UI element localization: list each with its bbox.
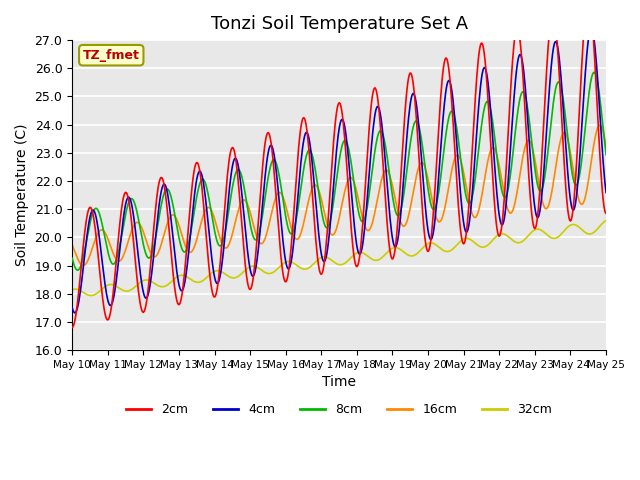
Legend: 2cm, 4cm, 8cm, 16cm, 32cm: 2cm, 4cm, 8cm, 16cm, 32cm xyxy=(121,398,557,421)
Title: Tonzi Soil Temperature Set A: Tonzi Soil Temperature Set A xyxy=(211,15,468,33)
Y-axis label: Soil Temperature (C): Soil Temperature (C) xyxy=(15,124,29,266)
Text: TZ_fmet: TZ_fmet xyxy=(83,48,140,62)
X-axis label: Time: Time xyxy=(322,375,356,389)
